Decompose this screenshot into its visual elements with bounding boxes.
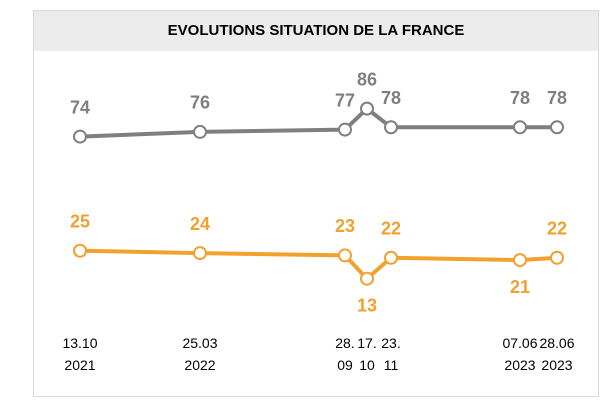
data-label: 25 [70,212,90,232]
x-tick-label: 25.03 2022 [182,335,218,373]
point [360,101,374,116]
x-tick-label: 13.10 2021 [62,335,98,373]
point [193,246,207,261]
data-label: 22 [547,218,567,238]
data-label: 23 [335,216,355,236]
line [79,248,558,281]
data-label: 78 [381,88,401,108]
point [193,124,207,139]
x-tick-label: 28.06 2023 [539,335,575,373]
point [384,120,398,135]
point [338,122,352,137]
point [73,243,87,258]
x-tick-label: 28. 09 [335,335,355,373]
x-tick-label: 17. 10 [357,335,377,373]
data-label: 78 [510,88,530,108]
point [513,120,527,135]
data-label: 21 [510,277,530,297]
data-label: 77 [335,90,355,110]
point [73,129,87,144]
point [360,271,374,286]
data-label: 22 [381,218,401,238]
x-tick-label: 23. 11 [381,335,401,373]
card [33,10,599,397]
data-label: 24 [190,214,210,234]
data-label: 76 [190,93,210,113]
chart-title: EVOLUTIONS SITUATION DE LA FRANCE [34,11,598,51]
line [79,106,557,139]
data-label: 13 [357,295,377,315]
data-label: 86 [357,69,377,89]
data-label: 74 [70,97,90,117]
point [384,250,398,265]
point [550,120,564,135]
point [550,250,564,265]
x-tick-label: 07.06 2023 [502,335,538,373]
data-label: 78 [547,88,567,108]
point [338,248,352,263]
point [513,253,527,268]
